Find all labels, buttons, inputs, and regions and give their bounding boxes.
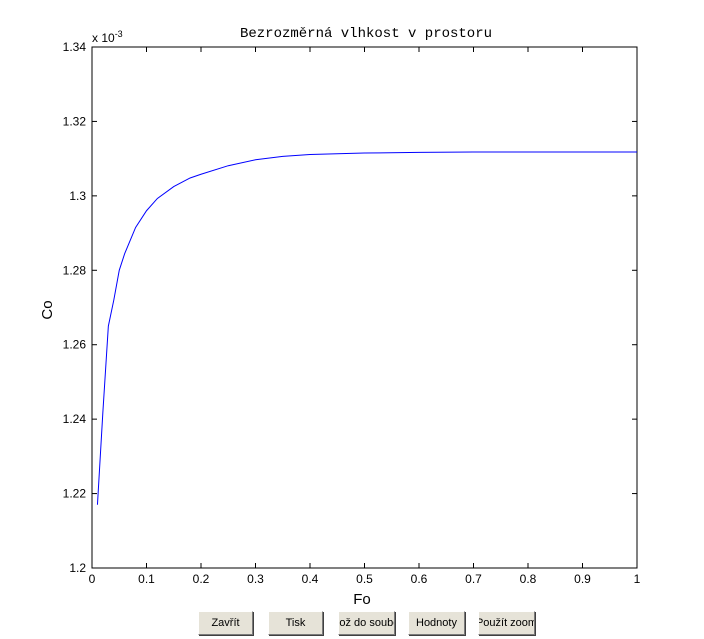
toolbar: Zavřít Tisk Ulož do souboru Hodnoty Použ…	[0, 610, 704, 639]
y-tick-label: 1.34	[63, 40, 87, 54]
use-zoom-button[interactable]: Použít zoom	[478, 611, 535, 635]
x-tick-label: 0.5	[356, 572, 373, 586]
y-tick-label: 1.28	[63, 263, 87, 277]
values-button-label: Hodnoty	[416, 617, 457, 629]
x-tick-label: 0.7	[465, 572, 482, 586]
x-tick-label: 0.2	[193, 572, 210, 586]
save-to-file-button[interactable]: Ulož do souboru	[338, 611, 395, 635]
close-button-label: Zavřít	[211, 617, 240, 629]
x-tick-label: 0.9	[574, 572, 591, 586]
y-axis-ticks: 1.2 1.22 1.24 1.26 1.28 1.3 1.32 1.34	[63, 40, 637, 575]
x-tick-label: 0.8	[520, 572, 537, 586]
values-button[interactable]: Hodnoty	[408, 611, 465, 635]
plot-area	[91, 46, 638, 569]
x-tick-label: 1	[634, 572, 641, 586]
x-tick-label: 0	[89, 572, 96, 586]
y-tick-label: 1.2	[69, 561, 86, 575]
x-axis-label: Fo	[353, 591, 371, 608]
y-tick-label: 1.32	[63, 114, 87, 128]
y-tick-label: 1.26	[63, 338, 87, 352]
exponent-power: -3	[115, 29, 123, 39]
print-button[interactable]: Tisk	[268, 611, 323, 635]
x-tick-label: 0.4	[302, 572, 319, 586]
y-axis-label: Co	[39, 300, 56, 319]
x-axis-ticks: 0 0.1 0.2 0.3 0.4 0.5 0.6 0.7 0.8 0.9 1	[89, 47, 641, 586]
x-tick-label: 0.1	[138, 572, 155, 586]
figure: 0 0.1 0.2 0.3 0.4 0.5 0.6 0.7 0.8 0.9 1 1.21.221.2…	[39, 26, 641, 608]
chart-title: Bezrozměrná vlhkost v prostoru	[240, 26, 492, 42]
x-tick-label: 0.3	[247, 572, 264, 586]
exponent-base: x 10	[92, 31, 115, 45]
y-tick-label: 1.24	[63, 412, 87, 426]
save-to-file-button-label: Ulož do souboru	[339, 617, 394, 629]
print-button-label: Tisk	[285, 617, 306, 629]
y-tick-label: 1.22	[63, 487, 87, 501]
y-tick-label: 1.3	[69, 189, 86, 203]
close-button[interactable]: Zavřít	[198, 611, 253, 635]
series-line	[96, 151, 637, 505]
use-zoom-button-label: Použít zoom	[478, 617, 535, 629]
y-axis-exponent: x 10-3	[92, 29, 123, 45]
x-tick-label: 0.6	[411, 572, 428, 586]
